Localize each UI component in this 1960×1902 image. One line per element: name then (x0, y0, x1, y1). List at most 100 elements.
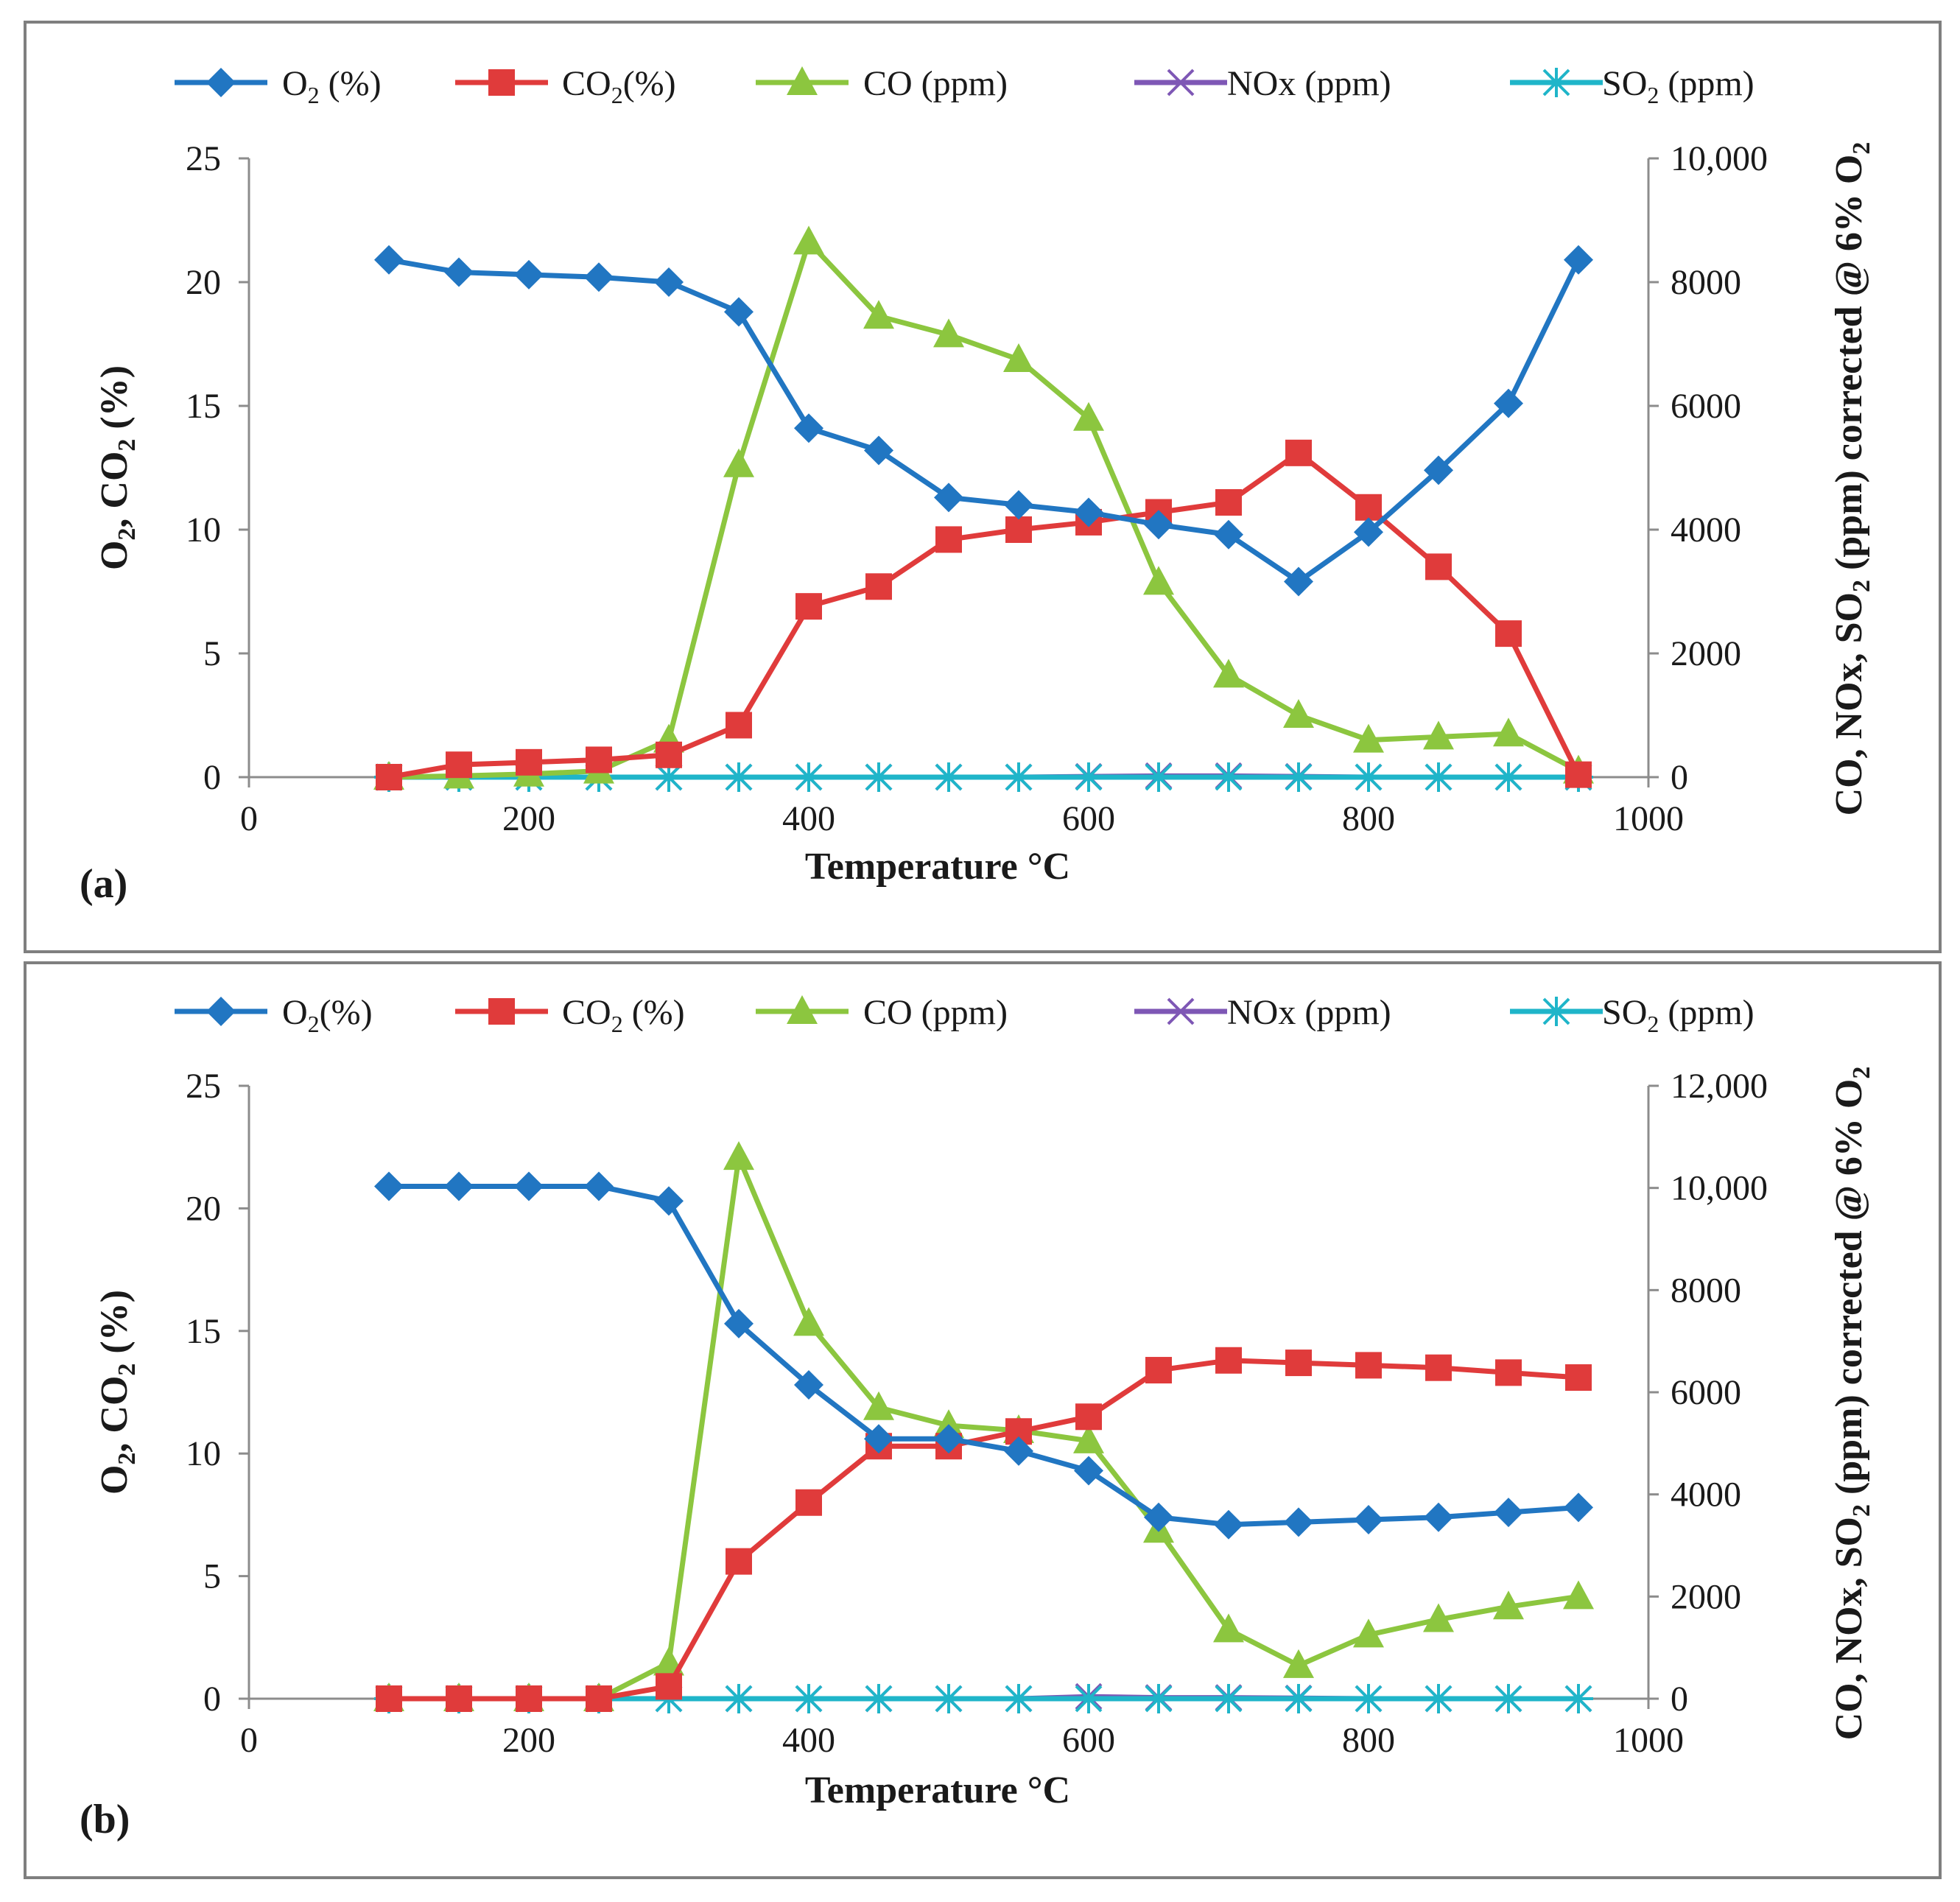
data-point (1284, 566, 1313, 597)
left-y-tick-label: 5 (203, 634, 221, 673)
data-point (1494, 1498, 1523, 1528)
legend-label: CO2 (%) (562, 993, 685, 1037)
right-y-tick-label: 4000 (1671, 510, 1741, 550)
legend-marker (488, 998, 515, 1025)
legend-label: O2(%) (282, 993, 373, 1037)
data-point (1074, 762, 1103, 792)
data-point (516, 748, 542, 776)
data-point (444, 1171, 474, 1201)
data-point (656, 1673, 682, 1700)
data-point (1214, 1684, 1243, 1713)
data-point (1495, 620, 1522, 648)
data-point (1004, 490, 1033, 520)
data-point (1423, 720, 1454, 750)
data-point (1283, 1649, 1314, 1678)
data-point (656, 741, 682, 768)
left-y-tick-label: 25 (186, 1067, 221, 1106)
data-point (934, 1684, 963, 1713)
data-point (1285, 1350, 1312, 1377)
data-point (1353, 723, 1384, 753)
right-y-axis-title: CO, NOx, SO2 (ppm) corrected @ 6% O2 (1828, 1067, 1875, 1741)
data-point (1143, 566, 1174, 595)
data-point (726, 712, 752, 739)
data-point (1144, 1684, 1173, 1713)
legend-entry: SO2 (ppm) (1510, 993, 1754, 1037)
data-point (1284, 1684, 1313, 1713)
data-point (864, 435, 893, 466)
legend-entry: SO2 (ppm) (1510, 64, 1754, 108)
legend-marker (1542, 997, 1571, 1026)
x-tick-label: 800 (1342, 799, 1395, 838)
data-point (793, 1307, 824, 1336)
data-point (726, 1548, 752, 1575)
data-point (1073, 1424, 1104, 1453)
left-y-tick-label: 15 (186, 1312, 221, 1351)
data-point (1145, 1357, 1172, 1384)
left-y-tick-label: 0 (203, 1680, 221, 1719)
data-point (584, 1171, 614, 1201)
data-point (1565, 1364, 1592, 1392)
x-axis-title: Temperature °C (805, 1769, 1070, 1811)
data-point (794, 1370, 823, 1400)
legend-label: NOx (ppm) (1227, 993, 1391, 1032)
data-point (654, 762, 684, 792)
data-point (516, 1685, 542, 1712)
chart-panel-b: 0 5 10 15 20 25 0 2000 4000 6000 8000 10,000 12,000 0… (24, 961, 1942, 1879)
right-y-tick-label: 10,000 (1671, 139, 1768, 178)
data-point (1284, 762, 1313, 792)
data-point (1074, 497, 1103, 527)
legend-marker (787, 66, 818, 95)
right-y-tick-label: 2000 (1671, 1577, 1741, 1616)
chart-panel-a: 0 5 10 15 20 25 0 2000 4000 6000 8000 10,000 0 200 400… (24, 21, 1942, 953)
legend-entry: CO2(%) (455, 64, 676, 108)
data-point (1003, 343, 1034, 372)
left-y-axis-title: O2, CO2 (%) (94, 1290, 141, 1495)
data-point (793, 225, 824, 255)
right-y-tick-label: 10,000 (1671, 1169, 1768, 1208)
x-axis-title: Temperature °C (805, 846, 1070, 888)
right-y-tick-label: 0 (1671, 758, 1688, 797)
data-point (933, 318, 964, 348)
data-point (1004, 1684, 1033, 1713)
x-tick-label: 200 (502, 1721, 555, 1760)
data-point (933, 1409, 964, 1439)
data-point (1283, 699, 1314, 728)
data-point (1213, 659, 1244, 688)
left-y-tick-label: 10 (186, 1434, 221, 1473)
legend-marker (1167, 997, 1195, 1025)
left-y-tick-label: 20 (186, 1189, 221, 1228)
legend-label: SO2 (ppm) (1602, 993, 1754, 1037)
data-point (723, 448, 754, 477)
data-point (1494, 388, 1523, 418)
right-y-tick-label: 12,000 (1671, 1067, 1768, 1106)
data-point (724, 297, 754, 327)
right-y-tick-label: 6000 (1671, 1373, 1741, 1412)
data-point (723, 1141, 754, 1171)
data-point (446, 1685, 472, 1712)
legend-label: O2 (%) (282, 64, 382, 108)
x-tick-label: 400 (782, 1721, 835, 1760)
right-y-axis-title: CO, NOx, SO2 (ppm) corrected @ 6% O2 (1828, 142, 1875, 816)
x-tick-label: 400 (782, 799, 835, 838)
legend-label: CO2(%) (562, 64, 676, 108)
data-point (1144, 762, 1173, 792)
data-point (1425, 553, 1452, 580)
data-point (1074, 1684, 1103, 1713)
x-tick-label: 1000 (1613, 1721, 1684, 1760)
data-point (1355, 1352, 1382, 1379)
data-point (1355, 494, 1382, 521)
data-point (794, 1684, 823, 1713)
data-point (514, 259, 544, 289)
series-o2 (374, 245, 1593, 597)
data-point (863, 1391, 894, 1420)
left-y-tick-label: 20 (186, 263, 221, 302)
data-point (1004, 762, 1033, 792)
data-point (864, 762, 893, 792)
x-tick-label: 0 (240, 799, 258, 838)
x-tick-label: 600 (1062, 799, 1115, 838)
legend-label: SO2 (ppm) (1602, 64, 1754, 108)
legend-marker (787, 995, 818, 1024)
data-point (654, 1186, 684, 1216)
data-point (724, 762, 754, 792)
